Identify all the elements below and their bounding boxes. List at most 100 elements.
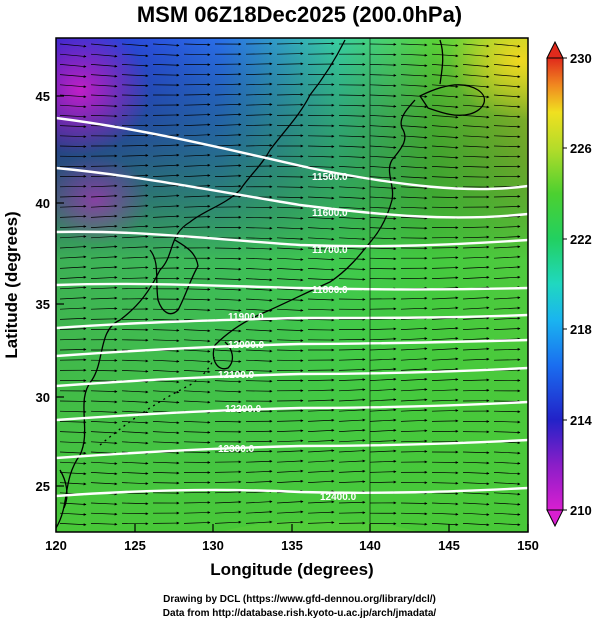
wind-vector <box>369 317 397 321</box>
wind-vector <box>462 125 490 129</box>
wind-vector <box>183 194 211 198</box>
wind-vector <box>90 431 118 435</box>
wind-vector <box>400 296 428 300</box>
wind-vector <box>431 388 459 392</box>
wind-vector <box>214 308 242 312</box>
wind-vector <box>214 520 242 524</box>
wind-vector <box>152 328 180 332</box>
wind-vector <box>90 472 118 476</box>
wind-vector <box>152 359 180 363</box>
wind-vector <box>152 256 180 260</box>
wind-vector <box>183 113 211 117</box>
wind-vector <box>214 400 242 404</box>
contour-12100 <box>56 366 528 388</box>
wind-vector <box>431 306 459 310</box>
wind-vector <box>276 93 304 96</box>
wind-vector <box>121 512 149 516</box>
wind-vector <box>369 439 397 443</box>
wind-vector <box>493 502 521 506</box>
wind-vector <box>369 166 397 170</box>
wind-vector <box>214 500 242 504</box>
wind-vector <box>214 390 242 394</box>
wind-vector <box>59 215 87 218</box>
wind-vector <box>493 225 521 228</box>
wind-vector <box>152 173 180 177</box>
wind-vector <box>90 214 118 218</box>
wind-vector <box>338 257 366 261</box>
wind-vector <box>431 64 459 68</box>
sakhalin-coastline <box>439 39 444 85</box>
wind-vector <box>369 135 397 139</box>
wind-vector <box>59 135 87 139</box>
wind-vector <box>245 520 273 524</box>
wind-vector <box>369 418 397 422</box>
wind-vector <box>90 94 118 98</box>
wind-vector <box>90 74 118 78</box>
wind-vector <box>183 339 211 343</box>
wind-vector <box>245 268 273 271</box>
wind-vector <box>245 459 273 463</box>
wind-vector <box>493 135 521 139</box>
wind-vector <box>369 459 397 463</box>
wind-vector <box>400 145 428 150</box>
wind-vector <box>462 451 490 455</box>
wind-vector <box>183 521 211 524</box>
wind-vector <box>369 115 397 119</box>
wind-vector <box>59 431 87 434</box>
wind-vector <box>152 471 180 475</box>
contour-11900 <box>56 313 528 330</box>
wind-vector <box>431 367 459 371</box>
wind-vector <box>90 317 118 321</box>
wind-vector <box>462 316 490 320</box>
wind-vector <box>152 163 180 167</box>
wind-vector <box>462 337 490 341</box>
wind-vector <box>276 479 304 483</box>
wind-vector <box>59 255 87 259</box>
wind-vector <box>462 265 490 269</box>
wind-vector <box>183 349 211 353</box>
wind-vector <box>121 204 149 208</box>
wind-vector <box>245 288 273 292</box>
wind-vector <box>338 247 366 251</box>
wind-vector <box>276 459 304 463</box>
colorbar-tick: 230 <box>570 51 592 66</box>
wind-vector <box>307 459 335 463</box>
wind-vector <box>493 125 521 129</box>
wind-vector <box>369 94 397 98</box>
wind-vector <box>431 398 459 402</box>
wind-vector <box>307 388 335 392</box>
wind-vector <box>338 155 366 159</box>
wind-vector <box>462 175 490 179</box>
wind-vector <box>152 43 180 47</box>
wind-vector <box>307 510 335 514</box>
wind-vector <box>431 196 459 199</box>
wind-vector <box>214 267 242 271</box>
wind-vector <box>276 510 304 514</box>
wind-vector <box>276 429 304 433</box>
wind-vector <box>369 357 397 361</box>
taiwan-coastline <box>59 469 68 509</box>
wind-vector <box>152 318 180 322</box>
wind-vector <box>121 400 149 404</box>
y-tick-label: 25 <box>36 479 50 494</box>
wind-vector <box>431 481 459 485</box>
wind-vector <box>214 257 242 261</box>
coastlines <box>56 39 486 529</box>
wind-vector <box>307 318 335 322</box>
wind-vector <box>431 53 459 58</box>
wind-vector <box>369 145 397 149</box>
wind-vector <box>493 74 521 78</box>
wind-vector <box>214 298 242 302</box>
wind-vector <box>214 359 242 363</box>
wind-vector <box>307 227 335 231</box>
wind-vector <box>214 278 242 281</box>
wind-vector <box>245 439 273 443</box>
wind-vector <box>152 390 180 394</box>
wind-vector <box>431 256 459 260</box>
colorbar-tick: 222 <box>570 232 592 247</box>
wind-vector <box>121 472 149 475</box>
wind-vector <box>493 235 521 239</box>
wind-vectors <box>59 42 521 527</box>
wind-vector <box>369 480 397 484</box>
wind-vector <box>493 255 521 259</box>
